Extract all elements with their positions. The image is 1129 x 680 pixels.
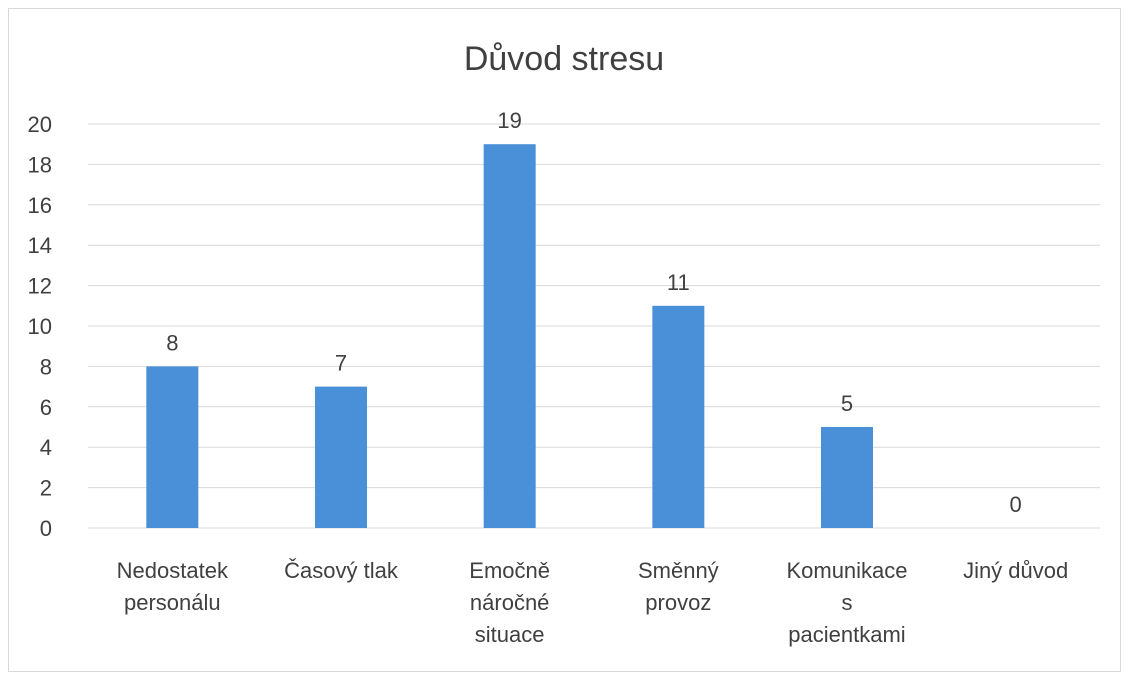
data-label: 19 — [497, 108, 521, 133]
data-label: 7 — [335, 351, 347, 376]
y-tick-label: 0 — [40, 516, 52, 541]
x-category-label: náročné — [470, 590, 550, 615]
y-tick-label: 18 — [28, 152, 52, 177]
data-label: 0 — [1010, 492, 1022, 517]
y-tick-label: 2 — [40, 476, 52, 501]
y-tick-label: 16 — [28, 193, 52, 218]
chart-title: Důvod stresu — [464, 40, 664, 78]
x-category-label: situace — [475, 622, 545, 647]
gridlines — [88, 123, 1100, 529]
y-tick-label: 12 — [28, 274, 52, 299]
y-tick-label: 8 — [40, 354, 52, 379]
y-tick-label: 4 — [40, 435, 52, 460]
data-labels: 8 7 19 11 5 0 — [166, 108, 1022, 517]
x-axis-categories: Nedostatek personálu Časový tlak Emočně náro… — [117, 558, 1069, 647]
bar — [483, 144, 536, 528]
x-category-label: Časový tlak — [284, 558, 399, 583]
bar — [652, 305, 705, 528]
x-category-label: provoz — [645, 590, 711, 615]
bar — [146, 366, 199, 528]
bar — [821, 427, 873, 528]
y-tick-label: 6 — [40, 395, 52, 420]
x-category-label: Komunikace — [786, 558, 907, 583]
y-axis-ticks: 0 2 4 6 8 10 12 14 16 18 20 — [28, 112, 52, 541]
x-category-label: Směnný — [638, 558, 719, 583]
data-label: 5 — [841, 391, 853, 416]
x-category-label: pacientkami — [788, 622, 905, 647]
y-tick-label: 20 — [28, 112, 52, 137]
bar — [315, 386, 367, 528]
y-tick-label: 10 — [28, 314, 52, 339]
x-category-label: Jiný důvod — [963, 558, 1068, 583]
x-category-label: Nedostatek — [117, 558, 229, 583]
bars — [146, 144, 873, 528]
x-category-label: s — [842, 590, 853, 615]
data-label: 8 — [166, 330, 178, 355]
data-label: 11 — [667, 270, 690, 295]
x-category-label: Emočně — [469, 558, 550, 583]
y-tick-label: 14 — [28, 233, 52, 258]
x-category-label: personálu — [124, 590, 221, 615]
chart-frame — [8, 8, 1121, 672]
